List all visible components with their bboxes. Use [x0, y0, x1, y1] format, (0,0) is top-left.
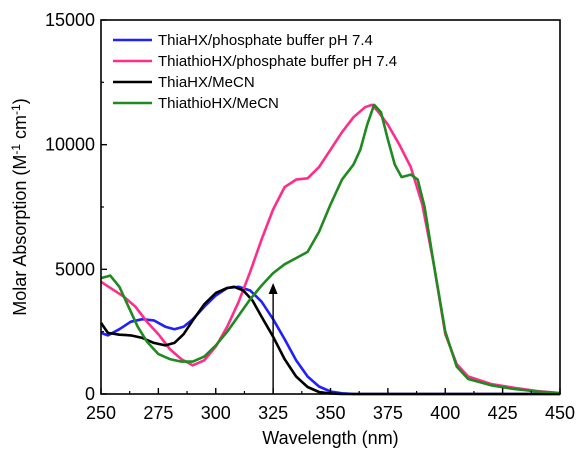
x-tick-label: 450 — [545, 403, 575, 423]
x-tick-label: 400 — [430, 403, 460, 423]
legend-label: ThiaHX/MeCN — [158, 74, 255, 91]
x-tick-label: 425 — [488, 403, 518, 423]
x-axis-ticks: 250 275 300 325 350 375 400 425 450 — [86, 388, 575, 423]
y-axis-title-main: Molar Absorption (M — [10, 155, 30, 316]
legend-label: ThiathioHX/phosphate buffer pH 7.4 — [158, 53, 397, 70]
series-line-2 — [100, 103, 561, 395]
annotation-layer — [268, 283, 278, 394]
y-axis-title-sup1: -1 — [9, 144, 23, 155]
series-layer — [99, 103, 561, 396]
series-line-3 — [99, 285, 560, 396]
y-tick-label: 5000 — [55, 259, 95, 279]
x-tick-label: 325 — [258, 403, 288, 423]
y-axis-ticks: 0 5000 10000 15000 — [45, 10, 107, 404]
y-axis-title: Molar Absorption (M-1 cm-1) — [9, 98, 30, 315]
arrow-head — [268, 283, 278, 295]
legend: ThiaHX/phosphate buffer pH 7.4 ThiathioHX… — [113, 32, 397, 112]
x-axis-title: Wavelength (nm) — [262, 428, 398, 448]
y-tick-label: 15000 — [45, 10, 95, 30]
x-tick-label: 250 — [86, 403, 116, 423]
x-tick-label: 275 — [143, 403, 173, 423]
x-tick-label: 300 — [201, 403, 231, 423]
legend-label: ThiathioHX/MeCN — [158, 95, 279, 112]
series-line-1 — [100, 285, 560, 396]
x-tick-label: 375 — [373, 403, 403, 423]
y-tick-label: 0 — [85, 384, 95, 404]
x-tick-label: 350 — [315, 403, 345, 423]
series-line-4 — [100, 103, 561, 395]
legend-label: ThiaHX/phosphate buffer pH 7.4 — [158, 32, 373, 49]
y-axis-title-end: ) — [10, 98, 30, 104]
y-axis-title-mid: cm — [10, 115, 30, 144]
y-axis-title-sup2: -1 — [9, 104, 23, 115]
plot-area — [99, 103, 561, 396]
y-tick-label: 10000 — [45, 135, 95, 155]
